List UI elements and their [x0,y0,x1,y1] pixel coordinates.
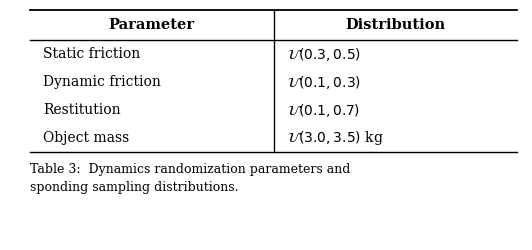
Text: $\mathcal{U}(3.0, 3.5)$ kg: $\mathcal{U}(3.0, 3.5)$ kg [287,129,384,147]
Text: Table 3:  Dynamics randomization parameters and: Table 3: Dynamics randomization paramete… [30,163,351,176]
Text: Distribution: Distribution [345,18,445,32]
Text: $\mathcal{U}(0.1, 0.7)$: $\mathcal{U}(0.1, 0.7)$ [287,102,360,118]
Text: $\mathcal{U}(0.3, 0.5)$: $\mathcal{U}(0.3, 0.5)$ [287,46,361,62]
Text: Restitution: Restitution [43,103,121,117]
Text: Object mass: Object mass [43,131,130,145]
Text: Static friction: Static friction [43,47,140,61]
Text: $\mathcal{U}(0.1, 0.3)$: $\mathcal{U}(0.1, 0.3)$ [287,74,361,90]
Text: Parameter: Parameter [109,18,195,32]
Text: Dynamic friction: Dynamic friction [43,75,161,89]
Text: sponding sampling distributions.: sponding sampling distributions. [30,181,238,194]
